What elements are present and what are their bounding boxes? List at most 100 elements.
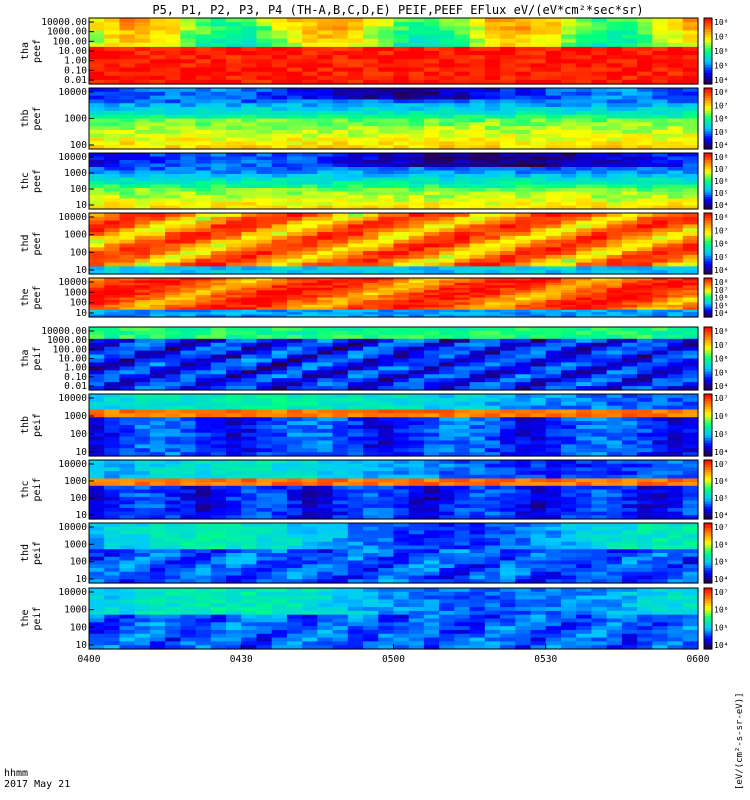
heatmap-cell <box>469 95 486 101</box>
heatmap-cell <box>621 22 638 27</box>
heatmap-cell <box>104 482 121 487</box>
heatmap-cell <box>393 432 410 438</box>
heatmap-cell <box>210 278 227 282</box>
heatmap-cell <box>652 243 669 248</box>
heatmap-cell <box>134 216 151 222</box>
heatmap-cell <box>180 358 197 364</box>
heatmap-cell <box>500 181 516 186</box>
heatmap-cell <box>210 394 227 399</box>
colorbar-swatch <box>704 204 712 208</box>
heatmap-cell <box>545 309 562 313</box>
heatmap-cell <box>576 258 593 264</box>
heatmap-cell <box>576 88 593 93</box>
heatmap-cell <box>119 156 136 161</box>
heatmap-cell <box>378 26 395 31</box>
heatmap-cell <box>165 346 181 352</box>
heatmap-cell <box>89 500 105 505</box>
heatmap-cell <box>393 88 410 93</box>
heatmap-cell <box>530 145 547 150</box>
heatmap-cell <box>637 299 653 303</box>
heatmap-cell <box>500 167 516 172</box>
heatmap-cell <box>332 386 349 391</box>
heatmap-cell <box>89 330 105 336</box>
heatmap-cell <box>195 216 212 222</box>
heatmap-cell <box>195 174 212 179</box>
heatmap-cell <box>454 370 471 375</box>
heatmap-cell <box>637 425 653 430</box>
heatmap-cell <box>637 51 653 56</box>
heatmap-cell <box>545 302 562 306</box>
heatmap-cell <box>378 282 395 286</box>
heatmap-cell <box>104 297 121 301</box>
heatmap-cell <box>332 282 349 286</box>
heatmap-cell <box>439 30 455 36</box>
heatmap-cell <box>256 374 273 379</box>
heatmap-cell <box>378 133 395 139</box>
colorbar-swatch <box>704 123 712 127</box>
heatmap-cell <box>149 71 166 77</box>
heatmap-cell <box>423 338 440 344</box>
heatmap-cell <box>637 191 653 196</box>
heatmap-cell <box>484 163 501 168</box>
heatmap-cell <box>560 107 577 112</box>
heatmap-cell <box>134 114 151 120</box>
heatmap-cell <box>591 258 608 264</box>
heatmap-cell <box>378 290 395 294</box>
heatmap-cell <box>652 287 669 291</box>
heatmap-cell <box>591 137 608 142</box>
heatmap-cell <box>576 239 593 245</box>
heatmap-cell <box>195 22 212 27</box>
heatmap-cell <box>347 309 364 313</box>
heatmap-cell <box>256 30 273 36</box>
heatmap-cell <box>89 258 105 264</box>
heatmap-cell <box>393 334 410 340</box>
heatmap-cell <box>195 258 212 264</box>
heatmap-cell <box>134 67 151 73</box>
heatmap-cell <box>286 243 303 248</box>
heatmap-cell <box>621 137 638 142</box>
colorbar-tick-label: 10⁶ <box>714 177 728 186</box>
heatmap-cell <box>621 224 638 229</box>
heatmap-cell <box>210 485 227 491</box>
heatmap-cell <box>378 228 395 233</box>
heatmap-cell <box>210 107 227 112</box>
heatmap-cell <box>469 34 486 40</box>
heatmap-cell <box>89 220 105 226</box>
colorbar-swatch <box>704 396 712 400</box>
heatmap-cell <box>210 299 227 303</box>
heatmap-cell <box>576 425 593 430</box>
heatmap-cell <box>119 432 136 438</box>
heatmap-cell <box>256 366 273 371</box>
heatmap-cell <box>423 401 440 407</box>
heatmap-cell <box>530 191 547 196</box>
heatmap-cell <box>89 342 105 348</box>
heatmap-cell <box>104 160 121 165</box>
heatmap-cell <box>667 428 684 434</box>
heatmap-cell <box>165 282 181 286</box>
heatmap-cell <box>560 354 577 360</box>
heatmap-cell <box>393 413 410 418</box>
heatmap-cell <box>545 160 562 165</box>
heatmap-cell <box>332 18 349 23</box>
heatmap-cell <box>317 205 334 210</box>
heatmap-cell <box>165 228 181 233</box>
heatmap-cell <box>454 59 471 64</box>
heatmap-cell <box>332 290 349 294</box>
heatmap-cell <box>363 59 379 64</box>
heatmap-cell <box>378 55 395 60</box>
heatmap-cell <box>439 220 455 226</box>
heatmap-cell <box>423 202 440 207</box>
heatmap-cell <box>317 188 334 193</box>
heatmap-cell <box>165 474 181 480</box>
heatmap-cell <box>271 79 288 85</box>
heatmap-cell <box>439 184 455 189</box>
heatmap-cell <box>317 307 334 311</box>
heatmap-cell <box>271 425 288 430</box>
heatmap-cell <box>256 504 273 509</box>
heatmap-cell <box>210 511 227 516</box>
heatmap-cell <box>180 160 197 165</box>
heatmap-cell <box>560 330 577 336</box>
colorbar-swatch <box>704 169 712 173</box>
heatmap-cell <box>302 366 318 371</box>
heatmap-cell <box>149 228 166 233</box>
